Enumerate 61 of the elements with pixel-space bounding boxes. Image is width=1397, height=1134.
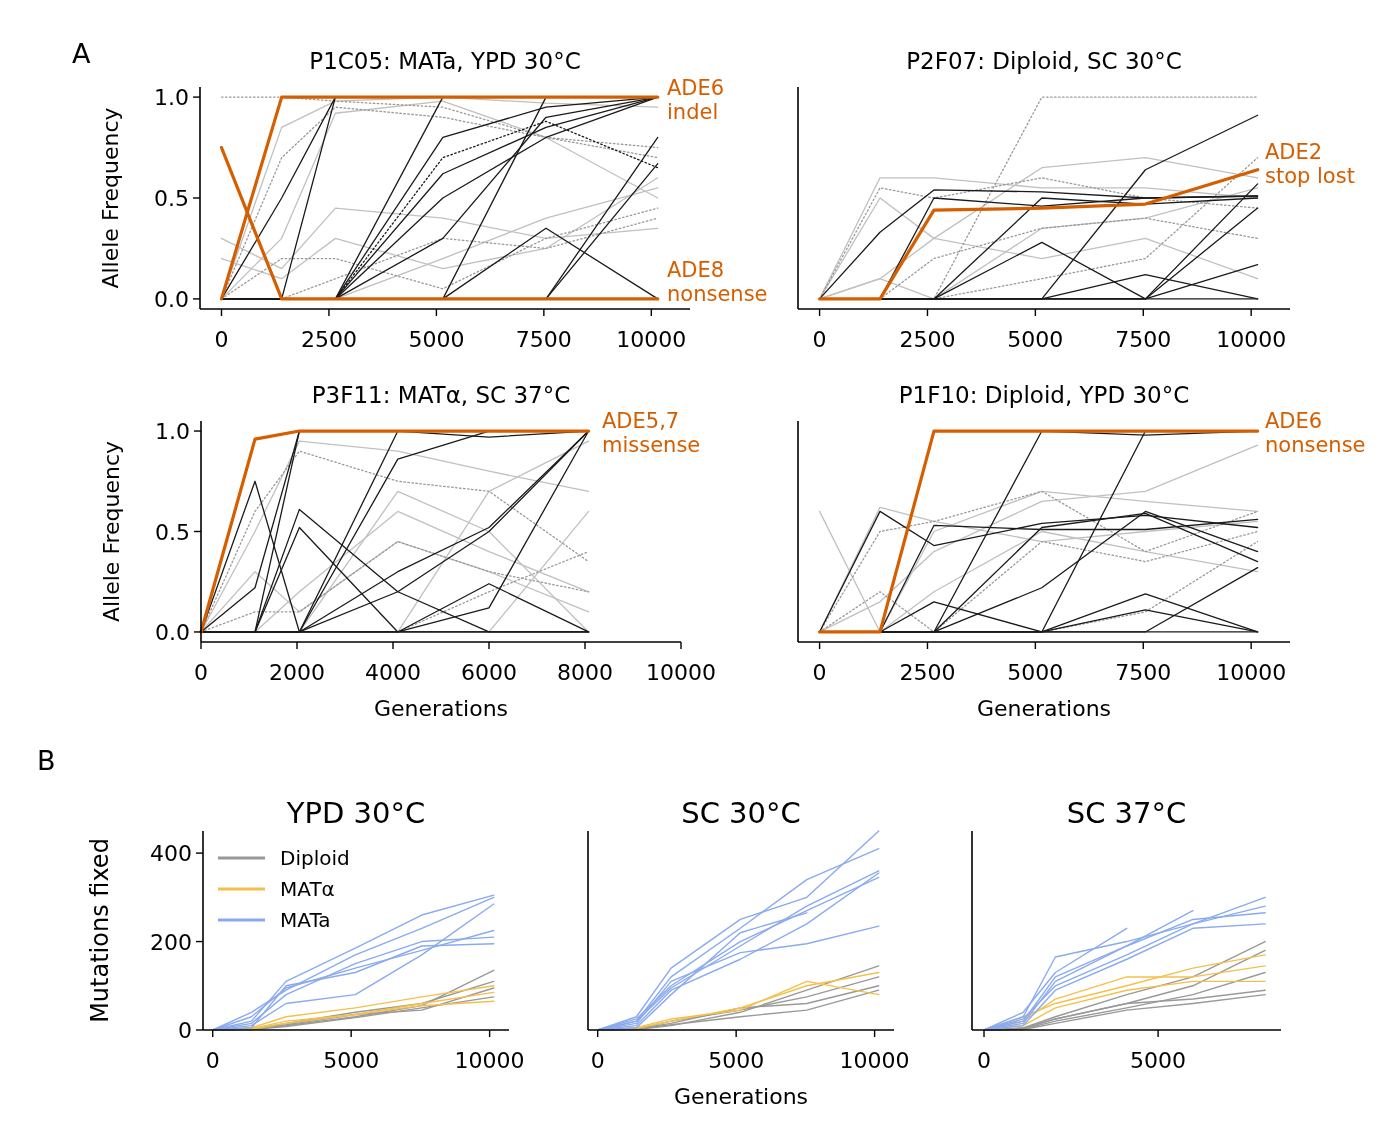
legend-label: MATα bbox=[280, 877, 335, 901]
x-tick-label: 6000 bbox=[461, 660, 517, 685]
y-tick-label: 1.0 bbox=[155, 419, 190, 445]
annotation: ADE6 indel bbox=[667, 75, 725, 124]
x-tick-label: 0 bbox=[590, 1048, 605, 1073]
x-tick-label: 5000 bbox=[1007, 327, 1064, 352]
x-axis-title: Generations bbox=[373, 696, 509, 721]
x-tick-label: 5000 bbox=[1007, 660, 1064, 685]
x-tick-label: 2500 bbox=[300, 327, 357, 352]
legend-label: Diploid bbox=[280, 846, 350, 870]
chart-title: YPD 30°C bbox=[285, 796, 426, 830]
y-tick-label: 0.0 bbox=[154, 286, 189, 312]
y-tick-label: 0.5 bbox=[155, 519, 190, 545]
x-tick-label: 0 bbox=[194, 660, 208, 685]
x-tick-label: 4000 bbox=[365, 660, 421, 685]
chart-title: P3F11: MATα, SC 37°C bbox=[311, 382, 571, 408]
x-tick-label: 0 bbox=[214, 327, 229, 352]
chart-title: P1C05: MATa, YPD 30°C bbox=[309, 48, 581, 74]
x-tick-label: 5000 bbox=[408, 327, 465, 352]
annotation: ADE8 nonsense bbox=[667, 257, 768, 306]
legend-label: MATa bbox=[280, 908, 331, 932]
x-tick-label: 7500 bbox=[1115, 327, 1172, 352]
text: A bbox=[72, 38, 91, 69]
annotation: ADE6 nonsense bbox=[1265, 408, 1366, 457]
x-tick-label: 2000 bbox=[269, 660, 325, 685]
chart-title: P2F07: Diploid, SC 30°C bbox=[906, 48, 1182, 74]
text: B bbox=[37, 745, 56, 776]
x-tick-label: 7500 bbox=[1115, 660, 1172, 685]
x-tick-label: 10000 bbox=[454, 1048, 525, 1073]
x-tick-label: 5000 bbox=[708, 1048, 765, 1073]
y-tick-label: 1.0 bbox=[154, 85, 189, 111]
y-axis-title: Mutations fixed bbox=[86, 838, 114, 1023]
y-tick-label: 0.5 bbox=[154, 186, 189, 211]
x-tick-label: 7500 bbox=[515, 327, 572, 352]
y-tick-label: 0 bbox=[178, 1018, 192, 1043]
annotation: ADE2 stop lost bbox=[1265, 139, 1355, 188]
annotation: ADE5,7 missense bbox=[602, 408, 701, 457]
x-tick-label: 0 bbox=[812, 327, 827, 352]
chart-title: P1F10: Diploid, YPD 30°C bbox=[898, 382, 1190, 408]
y-axis-title: Allele Frequency bbox=[98, 107, 123, 289]
x-tick-label: 10000 bbox=[646, 660, 716, 685]
x-tick-label: 5000 bbox=[323, 1048, 380, 1073]
x-axis-title: Generations bbox=[976, 696, 1112, 721]
y-tick-label: 400 bbox=[150, 841, 192, 867]
x-axis-title: Generations bbox=[673, 1084, 809, 1109]
chart-title: SC 37°C bbox=[1066, 796, 1187, 830]
x-tick-label: 10000 bbox=[1216, 327, 1287, 352]
y-tick-label: 0.0 bbox=[155, 619, 190, 645]
x-tick-label: 10000 bbox=[839, 1048, 910, 1073]
x-tick-label: 0 bbox=[205, 1048, 220, 1073]
chart-title: SC 30°C bbox=[681, 796, 801, 830]
y-axis-title: Allele Frequency bbox=[99, 440, 124, 623]
x-tick-label: 0 bbox=[977, 1048, 992, 1073]
x-tick-label: 2500 bbox=[899, 327, 956, 352]
x-tick-label: 5000 bbox=[1130, 1048, 1187, 1073]
x-tick-label: 10000 bbox=[1216, 660, 1287, 685]
y-tick-label: 200 bbox=[150, 929, 192, 955]
x-tick-label: 2500 bbox=[899, 660, 956, 685]
x-tick-label: 0 bbox=[812, 660, 827, 685]
x-tick-label: 10000 bbox=[616, 327, 687, 352]
x-tick-label: 8000 bbox=[557, 660, 613, 685]
